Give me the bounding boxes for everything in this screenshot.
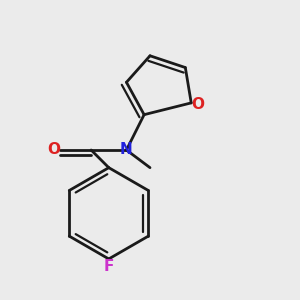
Text: O: O <box>47 142 60 158</box>
Text: O: O <box>191 97 204 112</box>
Text: N: N <box>120 142 133 158</box>
Text: F: F <box>103 259 114 274</box>
